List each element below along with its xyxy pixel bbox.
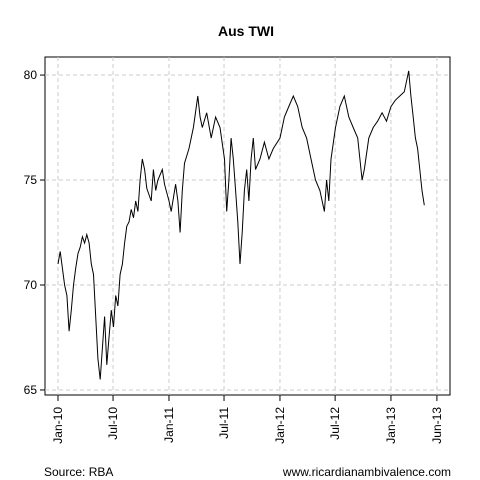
y-tick-label: 80 xyxy=(24,68,38,82)
y-tick-label: 65 xyxy=(24,383,38,397)
x-tick-label: Jan-13 xyxy=(384,407,398,444)
x-tick-label: Jan-10 xyxy=(51,407,65,444)
x-tick-label: Jun-13 xyxy=(430,407,444,444)
x-tick-label: Jul-12 xyxy=(328,407,342,440)
source: Source: RBA xyxy=(44,465,113,479)
x-tick-label: Jul-10 xyxy=(106,407,120,440)
x-tick-label: Jan-12 xyxy=(273,407,287,444)
x-tick-label: Jan-11 xyxy=(162,407,176,443)
plot-frame xyxy=(44,56,451,396)
series-line xyxy=(57,70,425,380)
y-tick-label: 75 xyxy=(24,173,38,187)
credit: www.ricardianambivalence.com xyxy=(282,465,451,479)
chart-title: Aus TWI xyxy=(218,23,274,39)
y-tick-label: 70 xyxy=(24,278,38,292)
x-tick-label: Jul-11 xyxy=(217,407,231,439)
